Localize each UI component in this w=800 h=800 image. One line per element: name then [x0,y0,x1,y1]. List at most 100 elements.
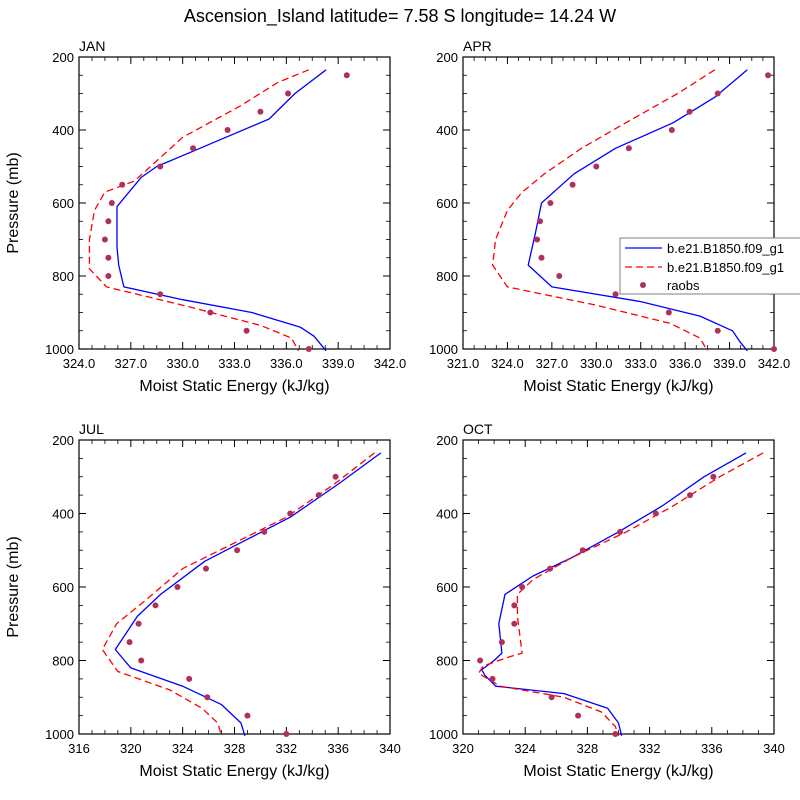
raobs-point [157,163,164,170]
legend-box [619,237,800,295]
model-series-dashed-line [477,452,764,737]
raobs-point [548,694,555,701]
x-tick-label: 332 [275,741,297,756]
y-axis-label: Pressure (mb) [5,536,22,637]
x-tick-label: 342.0 [374,356,407,371]
x-axis-label: Moist Static Energy (kJ/kg) [139,378,329,395]
raobs-point [652,510,659,517]
raobs-point [547,565,554,572]
y-tick-label: 200 [436,50,458,65]
x-tick-label: 340 [379,741,401,756]
raobs-point [625,145,632,152]
panel-label: JUL [79,421,104,437]
y-tick-label: 800 [436,269,458,284]
raobs-point [204,694,211,701]
raobs-point [612,731,619,737]
y-tick-label: 400 [436,507,458,522]
raobs-point [538,254,545,261]
x-tick-label: 327.0 [536,356,569,371]
x-tick-label: 336 [327,741,349,756]
raobs-point [261,528,268,535]
legend-label-model-dash: b.e21.B1850.f09_g1 [667,260,784,275]
legend-label-raobs: raobs [667,278,700,293]
y-tick-label: 600 [52,580,74,595]
x-axis-label: Moist Static Energy (kJ/kg) [523,378,713,395]
model-series-solid-line [481,452,747,736]
raobs-point [569,181,576,188]
x-axis-label: Moist Static Energy (kJ/kg) [139,763,329,780]
x-tick-label: 324 [172,741,194,756]
raobs-point [190,145,197,152]
raobs-point [257,108,264,115]
raobs-point [668,127,675,133]
raobs-point [126,639,133,646]
raobs-point [285,90,292,97]
raobs-point [765,72,772,79]
raobs-point [315,492,322,499]
raobs-point [617,528,624,535]
raobs-point [710,473,717,480]
panel-label: APR [463,38,492,54]
y-tick-label: 800 [52,269,74,284]
y-tick-label: 1000 [45,727,74,742]
plot-frame [78,56,391,350]
x-tick-label: 328 [224,741,246,756]
x-tick-label: 328 [577,741,599,756]
raobs-point [714,90,721,97]
raobs-point [547,200,554,206]
y-tick-label: 800 [436,654,458,669]
raobs-point [243,327,250,334]
y-tick-label: 200 [52,433,74,448]
panel-oct: OCT 320 324 328 332 336 340 200 400 600 800 1000 Moi… [429,421,785,780]
raobs-point [477,657,484,664]
x-tick-label: 321.0 [447,356,480,371]
raobs-point [202,565,209,572]
x-tick-label: 320 [452,741,474,756]
raobs-point [332,473,339,480]
plot-frame [462,439,775,735]
raobs-point [579,547,586,554]
x-tick-label: 327.0 [115,356,148,371]
x-tick-label: 316 [68,741,90,756]
raobs-point [489,675,496,682]
y-axis-label: Pressure (mb) [5,152,22,253]
raobs-point [224,127,231,133]
x-tick-label: 336.0 [669,356,702,371]
x-tick-label: 320 [120,741,142,756]
raobs-point [686,108,693,115]
y-tick-label: 400 [436,123,458,138]
panel-jan: JAN 324.0 327.0 330.0 333.0 336.0 339.0 342.0 20… [5,38,406,395]
x-tick-label: 332 [639,741,661,756]
raobs-point [135,620,142,627]
panel-jul: JUL 316 320 324 328 332 336 340 200 400 600 800 1000… [5,421,401,780]
raobs-point [287,510,294,517]
x-tick-label: 336.0 [270,356,303,371]
y-tick-label: 400 [52,507,74,522]
raobs-point [771,346,777,352]
raobs-point [108,200,115,206]
raobs-point [283,731,290,737]
raobs-point [101,236,108,243]
y-tick-label: 800 [52,654,74,669]
x-tick-label: 330.0 [580,356,613,371]
raobs-point [537,218,544,225]
raobs-point [207,309,214,316]
raobs-point [714,327,721,334]
y-tick-label: 400 [52,123,74,138]
raobs-point [244,712,251,719]
raobs-point [534,236,541,243]
raobs-point [119,181,126,188]
raobs-point [498,639,505,646]
y-tick-label: 1000 [429,342,458,357]
raobs-point [138,657,145,664]
raobs-point [234,547,241,554]
x-tick-label: 330.0 [166,356,199,371]
model-series-solid-line [527,69,748,352]
y-tick-label: 200 [436,433,458,448]
y-tick-label: 600 [436,196,458,211]
model-series-solid-line [114,452,382,736]
plot-frame [78,439,391,735]
x-tick-label: 333.0 [624,356,657,371]
raobs-point [152,602,159,609]
